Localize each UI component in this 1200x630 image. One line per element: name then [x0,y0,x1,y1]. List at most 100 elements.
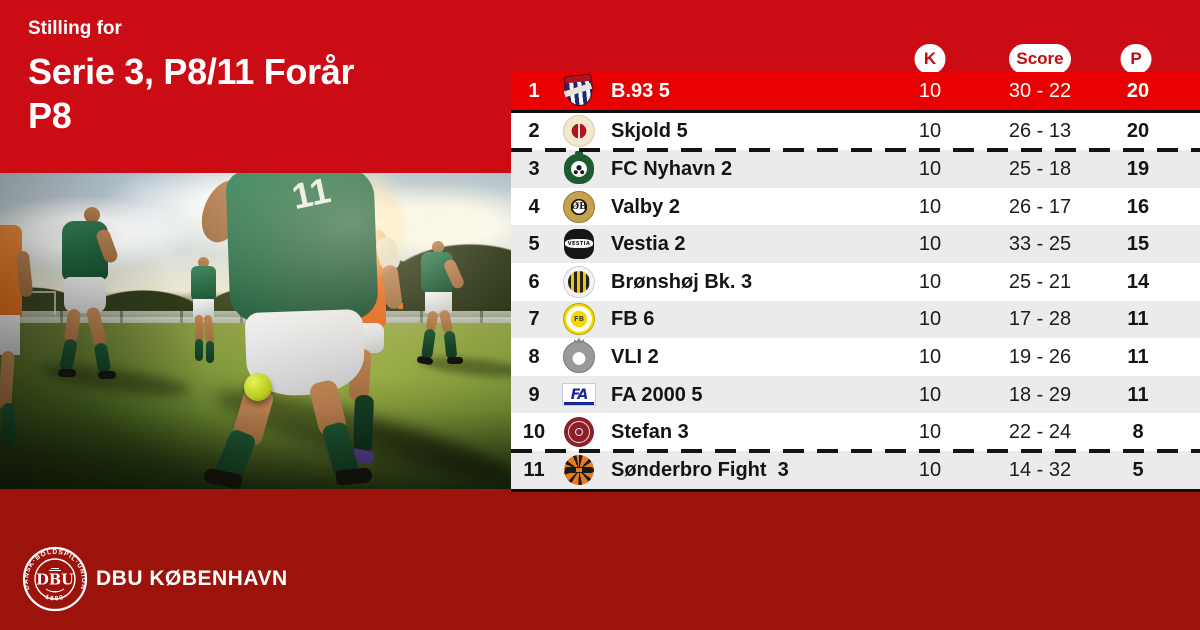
points: 20 [1126,120,1150,143]
sock [195,339,203,361]
points: 19 [1126,157,1150,180]
brand-name: DBU KØBENHAVN [96,567,288,590]
crest-cell: VESTIA [557,229,601,260]
points: 8 [1132,421,1144,444]
sonderbro-crest [564,454,594,485]
goal-score: 18 - 29 [1008,383,1072,406]
goal-score: 25 - 21 [1008,270,1072,293]
table-row: 4 ØB Valby 2 10 26 - 17 16 [511,187,1200,226]
shoe [98,371,116,379]
team-name: VLI 2 [611,345,659,368]
table-row: 3 FC Nyhavn 2 10 25 - 18 19 [511,150,1200,188]
position: 1 [528,79,540,102]
position: 4 [528,195,540,218]
table-row: 9 FA FA 2000 5 10 18 - 29 11 [511,375,1200,414]
photo-distant-figure [398,303,403,309]
matches-played: 10 [918,345,942,368]
matches-played: 10 [918,233,942,256]
title-eyebrow: Stilling for [28,18,122,39]
team-name: Brønshøj Bk. 3 [611,270,753,293]
team-name: Vestia 2 [611,233,686,256]
fb-crest: FB [563,303,595,336]
points: 14 [1126,270,1150,293]
goal-score: 30 - 22 [1008,79,1072,102]
crest-cell [557,73,601,108]
vli-crest [563,340,595,373]
team-name: Valby 2 [611,195,680,218]
position: 9 [528,383,540,406]
column-badge-k: K [914,44,946,74]
standings-rows: 1 B.93 5 10 30 - 22 20 2 Skjold 5 10 26 … [511,72,1200,492]
points: 16 [1126,195,1150,218]
position: 7 [528,308,540,331]
points: 11 [1127,383,1149,406]
football [244,373,272,401]
b93-crest [563,73,595,108]
position: 2 [528,120,540,143]
crest-cell: ØB [557,190,601,223]
sock [2,403,15,447]
points: 15 [1126,233,1150,256]
crest-cell [557,340,601,373]
column-badge-p: P [1120,44,1152,74]
points: 11 [1127,308,1149,331]
position: 5 [528,233,540,256]
dbu-logo-arc-bottom: ·1889· [41,592,68,602]
team-name: Sønderbro Fight 3 [611,458,789,481]
crest-cell [557,150,601,184]
page-title: Stilling for Serie 3, P8/11 Forår P8 [28,18,355,138]
bronshoj-crest [564,266,594,297]
crest-cell [557,417,601,448]
table-row: 1 B.93 5 10 30 - 22 20 [511,72,1200,113]
position: 3 [528,157,540,180]
matches-played: 10 [918,421,942,444]
table-row: 2 Skjold 5 10 26 - 13 20 [511,112,1200,152]
shoe [447,357,463,364]
fa2000-crest: FA [562,383,596,407]
matches-played: 10 [918,308,942,331]
position: 11 [523,458,545,481]
svg-text:·1889·: ·1889· [41,592,70,602]
team-name: FC Nyhavn 2 [611,157,733,180]
points: 5 [1132,458,1144,481]
stefan-crest [564,417,594,448]
goal-score: 26 - 17 [1008,195,1072,218]
title-line-1: Serie 3, P8/11 Forår [28,51,355,92]
table-row: 6 Brønshøj Bk. 3 10 25 - 21 14 [511,262,1200,301]
shorts [425,292,452,313]
team-name: B.93 5 [611,79,670,102]
leg [195,315,203,341]
points: 20 [1126,79,1150,102]
valby-crest: ØB [563,190,595,223]
matches-played: 10 [918,79,942,102]
matches-played: 10 [918,157,942,180]
matches-played: 10 [918,458,942,481]
nyhavn-crest [564,150,594,184]
table-row: 5 VESTIA Vestia 2 10 33 - 25 15 [511,225,1200,263]
head [432,241,444,253]
goal-score: 19 - 26 [1008,345,1072,368]
matches-played: 10 [918,195,942,218]
table-row: 11 Sønderbro Fight 3 10 14 - 32 5 [511,450,1200,492]
position: 6 [528,270,540,293]
title-line-2: P8 [28,95,72,136]
matches-played: 10 [918,120,942,143]
matches-played: 10 [918,270,942,293]
sock [206,341,214,363]
position: 8 [528,345,540,368]
team-name: Stefan 3 [611,421,689,444]
photo-vignette [0,173,511,489]
head [84,207,100,223]
head [198,257,209,268]
table-row: 8 VLI 2 10 19 - 26 11 [511,338,1200,376]
crest-cell [557,454,601,485]
goal-score: 14 - 32 [1008,458,1072,481]
dbu-logo: DANSK·BOLDSPIL·UNION ·1889· DBU [22,546,88,612]
shorts [193,299,214,317]
column-badge-score: Score [1009,44,1071,74]
table-header: K Score P [511,44,1200,74]
shorts [0,315,20,355]
crest-cell: FB [557,303,601,336]
orange-bib [0,225,22,321]
crest-cell [557,266,601,297]
